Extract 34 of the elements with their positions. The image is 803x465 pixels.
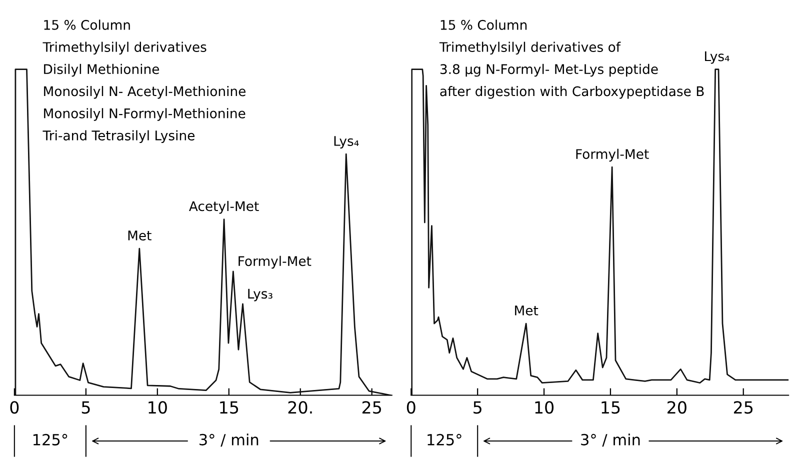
annotation: Lys₄ xyxy=(705,51,730,64)
annotation: Monosilyl N-Formyl-Methionine xyxy=(44,108,246,121)
annotation: Disilyl Methionine xyxy=(44,64,160,77)
annotation: Tri-and Tetrasilyl Lysine xyxy=(42,130,195,144)
text: 3° / min xyxy=(581,434,640,447)
x-tick-label: 10 xyxy=(535,401,554,414)
text: Trimethylsilyl derivatives of xyxy=(439,42,621,55)
annotation: Acetyl-Met xyxy=(189,200,259,214)
text: 3° / min xyxy=(200,434,258,447)
text: 125° xyxy=(33,434,68,446)
x-tick-label: 15 xyxy=(602,401,620,414)
annotation: Formyl-Met xyxy=(238,256,312,269)
annotation: Met xyxy=(128,230,152,240)
annotation: after digestion with Carboxypeptidase B xyxy=(440,86,704,99)
x-tick-label: 0 xyxy=(10,401,19,414)
annotation: Lys₃ xyxy=(248,288,272,302)
x-tick-label: 5 xyxy=(82,401,90,414)
x-tick-label: 15 xyxy=(220,401,238,414)
x-tick-label: 10 xyxy=(148,401,167,414)
annotation: Met xyxy=(515,306,538,316)
annotation: Lys₄ xyxy=(334,136,359,149)
text: 125° xyxy=(428,434,462,446)
text: Trimethylsilyl derivatives xyxy=(42,42,206,55)
x-tick-label: 25 xyxy=(362,401,381,414)
annotation: Monosilyl N- Acetyl-Methionine xyxy=(44,86,246,99)
x-tick-label: 20. xyxy=(288,401,312,414)
text: 15 % Column xyxy=(440,20,527,30)
text: 15 % Column xyxy=(44,20,130,30)
x-tick-label: 5 xyxy=(474,401,482,414)
annotation: 3.8 μg N-Formyl- Met-Lys peptide xyxy=(440,64,658,77)
x-tick-label: 25 xyxy=(734,401,753,414)
annotation: Formyl-Met xyxy=(576,148,649,162)
x-tick-label: 20 xyxy=(668,401,686,414)
x-tick-label: 0 xyxy=(406,401,416,414)
